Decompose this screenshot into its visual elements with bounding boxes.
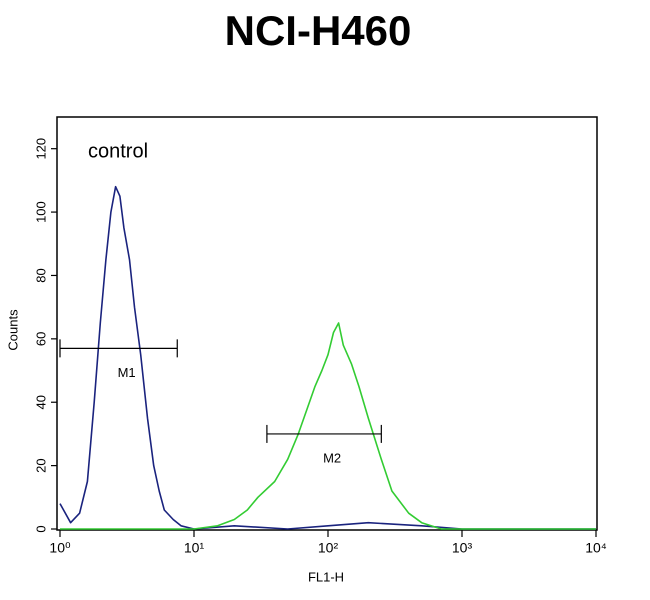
y-tick-label: 80	[33, 268, 48, 282]
histogram-line	[60, 322, 596, 530]
y-axis-label: Counts	[5, 309, 20, 351]
x-tick-label: 10¹	[184, 540, 205, 556]
y-tick-label: 100	[33, 201, 48, 223]
gate-label: M2	[323, 450, 341, 465]
histogram-line	[59, 185, 596, 530]
x-tick-label: 10²	[318, 540, 339, 556]
x-tick-label: 10³	[452, 540, 473, 556]
annotation: control	[88, 140, 148, 162]
plot-frame	[56, 116, 598, 531]
x-axis-label: FL1-H	[308, 569, 344, 584]
y-tick-label: 60	[33, 332, 48, 346]
y-tick-label: 40	[33, 395, 48, 409]
y-tick-label: 20	[33, 458, 48, 472]
x-tick-label: 10⁴	[585, 540, 607, 556]
chart-title: NCI-H460	[225, 7, 412, 54]
y-tick-label: 0	[33, 525, 48, 532]
y-tick-label: 120	[33, 138, 48, 160]
x-tick-label: 10⁰	[49, 540, 71, 556]
gate-label: M1	[118, 365, 136, 380]
